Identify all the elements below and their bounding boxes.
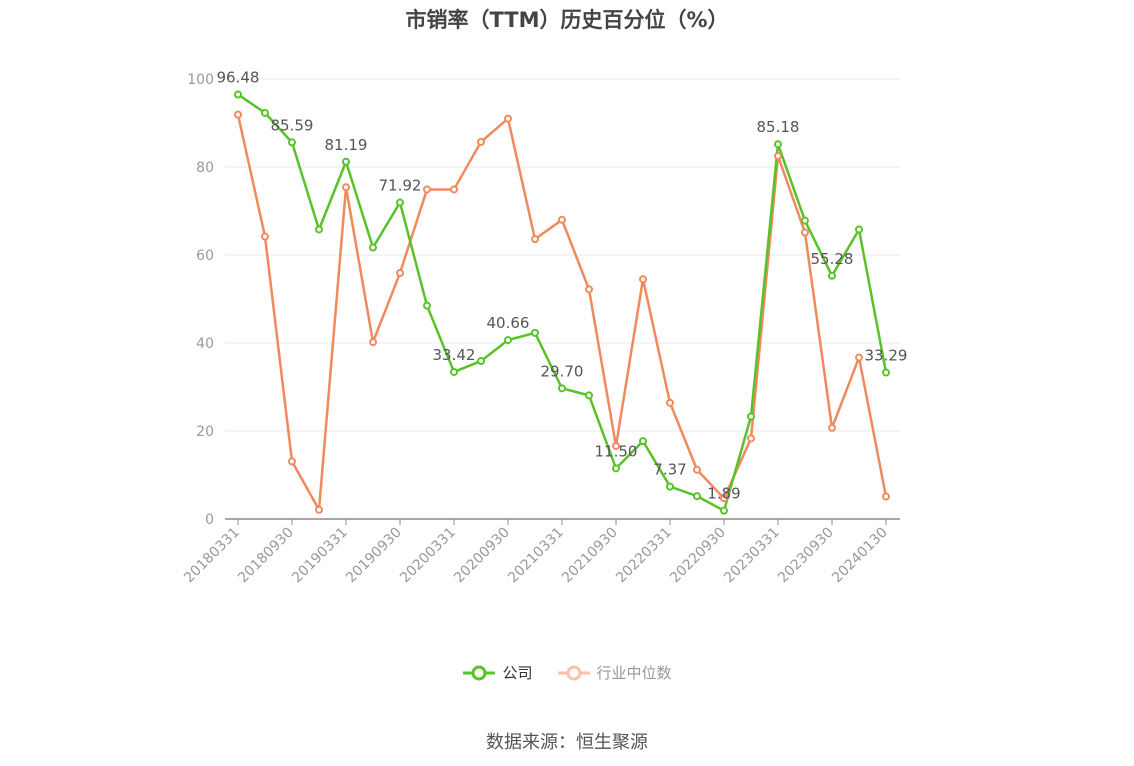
company-point: [747, 412, 755, 421]
industry-point: [558, 215, 566, 224]
x-tick-label: 20210930: [559, 525, 621, 587]
x-tick-label: 20200930: [451, 525, 513, 587]
company-data-label: 1.89: [707, 485, 740, 503]
industry-point: [288, 457, 296, 466]
legend-item-company[interactable]: 公司: [462, 662, 533, 683]
industry-point: [612, 441, 620, 450]
x-tick-label: 20240130: [829, 525, 891, 587]
x-tick-label: 20190930: [343, 525, 405, 587]
industry-point: [774, 152, 782, 160]
company-point: [720, 506, 728, 515]
industry-point: [234, 110, 242, 119]
industry-point: [666, 398, 674, 407]
company-point: [774, 140, 782, 149]
y-tick-label: 40: [196, 336, 214, 352]
industry-point: [585, 285, 593, 294]
industry-point: [450, 185, 458, 194]
industry-point: [423, 185, 431, 194]
company-data-label: 85.59: [271, 116, 314, 134]
industry-point: [639, 275, 647, 284]
y-tick-label: 60: [196, 248, 214, 264]
industry-point: [855, 353, 863, 362]
legend: 公司 行业中位数: [0, 662, 1134, 683]
industry-point: [828, 423, 836, 432]
industry-point: [693, 465, 701, 474]
company-data-label: 96.48: [217, 68, 260, 86]
x-tick-label: 20220331: [613, 525, 675, 587]
x-tick-label: 20210331: [505, 525, 567, 587]
company-data-label: 7.37: [653, 461, 686, 479]
legend-industry-label: 行业中位数: [596, 664, 672, 682]
company-point: [423, 301, 431, 310]
x-tick-label: 20220930: [667, 525, 729, 587]
industry-point: [369, 338, 377, 347]
company-point: [234, 90, 242, 99]
company-point: [828, 271, 836, 280]
industry-point: [801, 228, 809, 237]
x-tick-label: 20180331: [181, 525, 243, 587]
company-point: [261, 108, 269, 117]
x-tick-label: 20190331: [289, 525, 351, 587]
company-data-label: 81.19: [325, 136, 368, 154]
x-tick-label: 20180930: [235, 525, 297, 587]
company-point: [369, 243, 377, 252]
company-point: [342, 157, 350, 166]
company-data-label: 33.29: [865, 347, 908, 365]
company-point: [531, 328, 539, 337]
company-point: [558, 384, 566, 393]
company-data-label: 71.92: [379, 177, 422, 195]
company-point: [396, 198, 404, 207]
company-data-label: 85.18: [757, 118, 800, 136]
company-point: [315, 225, 323, 234]
industry-point: [342, 183, 350, 192]
y-tick-label: 20: [196, 424, 214, 440]
legend-company-label: 公司: [502, 664, 533, 682]
industry-point: [261, 232, 269, 241]
company-data-label: 55.28: [811, 250, 854, 268]
company-point: [504, 336, 512, 345]
company-point: [801, 216, 809, 225]
data-source: 数据来源：恒生聚源: [486, 732, 648, 753]
company-data-label: 40.66: [487, 314, 530, 332]
y-tick-label: 0: [205, 512, 214, 528]
industry-point: [720, 494, 728, 503]
company-point: [288, 138, 296, 147]
x-tick-label: 20230331: [721, 525, 783, 587]
company-point: [693, 492, 701, 501]
x-tick-label: 20230930: [775, 525, 837, 587]
x-tick-label: 20200331: [397, 525, 459, 587]
company-point: [639, 437, 647, 446]
company-point: [855, 225, 863, 234]
industry-point: [747, 434, 755, 443]
y-tick-label: 80: [196, 160, 214, 176]
legend-item-industry[interactable]: 行业中位数: [557, 662, 672, 683]
company-data-label: 33.42: [433, 346, 476, 364]
company-point: [477, 357, 485, 366]
company-point: [666, 482, 674, 491]
company-point: [882, 368, 890, 377]
chart-title: 市销率（TTM）历史百分位（%）: [405, 8, 729, 32]
company-point: [585, 391, 593, 400]
company-point: [450, 367, 458, 376]
company-data-label: 11.50: [595, 442, 638, 460]
industry-point: [477, 137, 485, 146]
legend-company-icon: [463, 665, 496, 680]
company-point: [612, 464, 620, 473]
legend-industry-icon: [557, 665, 590, 680]
company-data-label: 29.70: [541, 362, 584, 380]
industry-point: [396, 269, 404, 278]
industry-point: [882, 492, 890, 501]
industry-point: [531, 235, 539, 244]
industry-point: [504, 114, 512, 123]
industry-point: [315, 505, 323, 514]
y-tick-label: 100: [187, 72, 214, 88]
